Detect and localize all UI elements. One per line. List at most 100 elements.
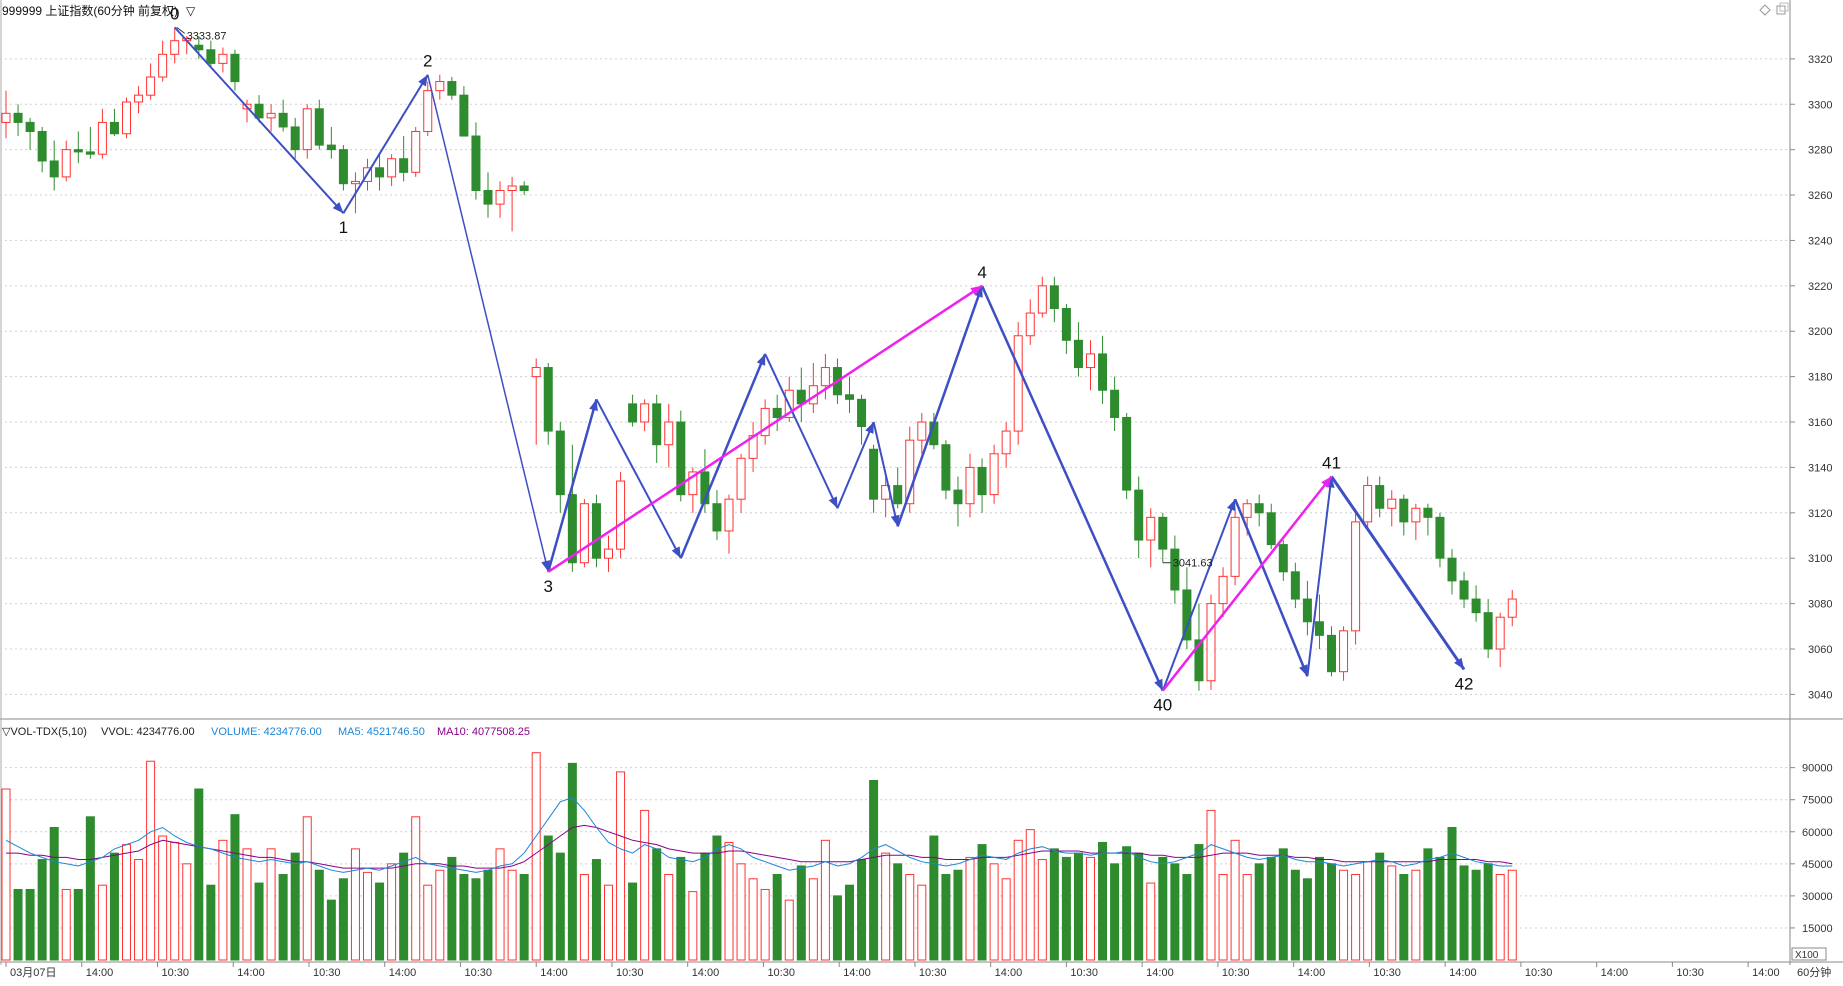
volume-bar-down xyxy=(1182,874,1192,961)
wave-lines-layer xyxy=(173,26,1466,692)
volume-bar-down xyxy=(977,844,987,961)
candle-down xyxy=(1266,512,1276,546)
volume-bar-down xyxy=(929,835,939,961)
volume-bar-up xyxy=(411,816,421,961)
price-tick-label: 3080 xyxy=(1808,599,1832,611)
candle-down xyxy=(1302,598,1312,623)
time-tick-label: 14:00 xyxy=(86,967,114,979)
wave-arrowhead xyxy=(890,514,900,527)
wave-line-blue xyxy=(1233,498,1309,677)
time-tick-label: 14:00 xyxy=(843,967,871,979)
candle-up xyxy=(411,130,421,173)
price-tick-label: 3260 xyxy=(1808,190,1832,202)
wave-arrowhead xyxy=(418,74,428,87)
candle-up xyxy=(1230,516,1240,577)
candle-up xyxy=(134,94,144,103)
diamond-icon[interactable] xyxy=(1759,4,1771,16)
price-grid xyxy=(0,58,1790,695)
wave-line-blue xyxy=(595,398,682,559)
candle-down xyxy=(1471,598,1481,614)
volume-bar-up xyxy=(688,891,698,961)
time-tick-label: 10:30 xyxy=(1373,967,1401,979)
price-tick-label: 3160 xyxy=(1808,417,1832,429)
volume-bar-down xyxy=(1278,848,1288,961)
window-controls xyxy=(1759,2,1789,16)
ma10-line xyxy=(6,824,1513,869)
candle-up xyxy=(1037,285,1047,314)
candle-down xyxy=(1073,339,1083,369)
candle-down xyxy=(1314,621,1324,636)
volume-bar-down xyxy=(399,852,409,961)
volume-bar-down xyxy=(1435,856,1445,961)
volume-indicator-name[interactable]: ▽VOL-TDX(5,10) xyxy=(2,726,87,738)
volume-bar-up xyxy=(146,760,156,961)
time-tick-label: 10:30 xyxy=(464,967,492,979)
time-tick-label: 14:00 xyxy=(692,967,720,979)
candle-down xyxy=(37,130,47,162)
volume-bar-down xyxy=(254,882,264,961)
candle-down xyxy=(893,485,903,505)
volume-bar-down xyxy=(1170,863,1180,961)
time-tick-label: 14:00 xyxy=(540,967,568,979)
candle-down xyxy=(254,103,264,119)
period-label[interactable]: 60分钟 xyxy=(1797,965,1831,979)
wave-arrowhead xyxy=(1321,476,1332,488)
volume-bar-down xyxy=(700,852,710,961)
price-tick-label: 3040 xyxy=(1808,689,1832,701)
wave-arrowhead xyxy=(974,285,983,298)
volume-axis: 90000 75000 60000 45000 30000 15000 xyxy=(1790,763,1833,935)
candle-down xyxy=(483,190,493,205)
volume-bar-down xyxy=(953,869,963,961)
volume-unit-label: X100 xyxy=(1795,950,1819,961)
volume-bar-up xyxy=(1013,839,1023,961)
candle-down xyxy=(977,466,987,496)
candle-down xyxy=(772,407,782,418)
volume-bar-up xyxy=(640,809,650,961)
time-tick-label: 10:30 xyxy=(161,967,189,979)
candle-down xyxy=(73,149,83,153)
volume-bar-down xyxy=(206,884,216,961)
volume-bar-up xyxy=(724,841,734,961)
volume-bar-down xyxy=(1122,846,1132,961)
time-tick-label: 14:00 xyxy=(995,967,1023,979)
volume-value: VOLUME: 4234776.00 xyxy=(211,726,322,738)
volume-bar-down xyxy=(796,865,806,961)
candle-down xyxy=(953,489,963,505)
volume-bar-down xyxy=(832,895,842,961)
price-tick-label: 3220 xyxy=(1808,281,1832,293)
title-dropdown-icon[interactable]: ▽ xyxy=(186,4,196,18)
candle-down xyxy=(399,158,409,173)
volume-bar-up xyxy=(1387,865,1397,961)
candle-down xyxy=(314,108,324,146)
candle-down xyxy=(543,367,553,432)
candle-down xyxy=(1061,308,1071,341)
wave-label: 0 xyxy=(170,4,179,23)
candle-up xyxy=(158,53,168,78)
wave-line-blue xyxy=(872,421,899,527)
volume-bar-down xyxy=(1314,856,1324,961)
wave-arrowhead xyxy=(589,399,598,412)
vvol-value: VVOL: 4234776.00 xyxy=(101,726,195,738)
wave-arrowhead xyxy=(1299,664,1308,677)
volume-bar-down xyxy=(1459,865,1469,961)
price-tick-label: 3140 xyxy=(1808,462,1832,474)
volume-bar-down xyxy=(1073,852,1083,961)
restore-icon[interactable] xyxy=(1776,5,1786,15)
time-tick-label: 10:30 xyxy=(1676,967,1704,979)
volume-bar-down xyxy=(326,899,336,961)
candle-up xyxy=(640,403,650,423)
time-tick-label: 14:00 xyxy=(1298,967,1326,979)
volume-bar-down xyxy=(676,856,686,961)
candle-up xyxy=(1218,575,1228,605)
wave-line-blue xyxy=(342,74,429,214)
candle-up xyxy=(266,112,276,119)
candle-down xyxy=(1399,498,1409,523)
volume-bar-down xyxy=(447,856,457,961)
candle-down xyxy=(85,151,95,155)
volume-bar-up xyxy=(302,816,312,961)
candle-up xyxy=(724,498,734,532)
candle-down xyxy=(941,444,951,491)
volume-bar-down xyxy=(1471,869,1481,961)
volume-bar-up xyxy=(97,884,107,961)
